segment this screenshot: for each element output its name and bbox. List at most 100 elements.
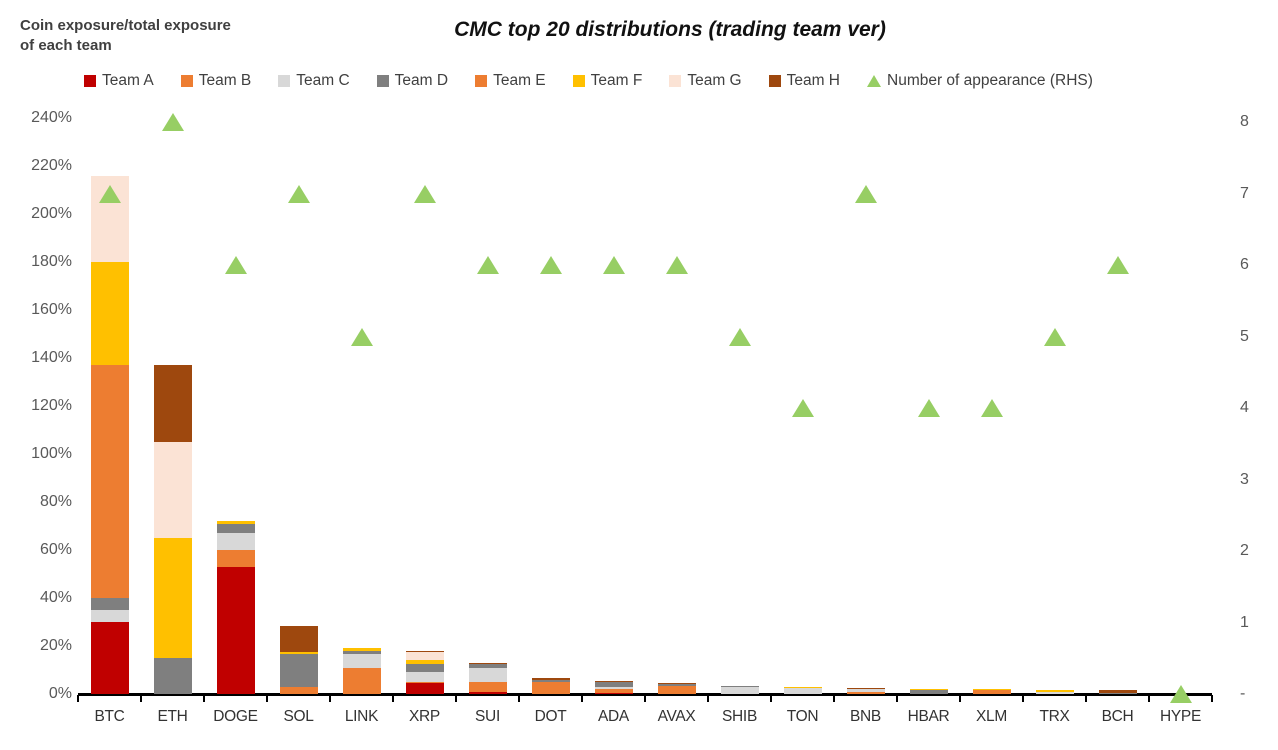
x-axis-tick — [581, 695, 583, 702]
appearance-marker-trx — [1043, 327, 1066, 346]
left-axis-tick-label: 100% — [31, 445, 72, 462]
bar-segment-sol-team-d — [279, 654, 318, 687]
right-axis-tick-label: - — [1240, 685, 1246, 702]
bar-segment-sol-team-b — [279, 686, 318, 694]
appearance-marker-bch — [1106, 256, 1129, 274]
legend-label: Team A — [102, 72, 154, 89]
x-axis-label-ton: TON — [786, 708, 819, 725]
x-axis-tick — [140, 695, 142, 702]
legend-label: Team E — [493, 72, 546, 89]
bar-segment-link-team-d — [342, 650, 381, 655]
x-axis-label-doge: DOGE — [213, 708, 258, 725]
left-axis-title-line2: of each team — [20, 37, 112, 55]
legend-swatch-icon — [84, 75, 96, 87]
x-axis-tick — [266, 695, 268, 702]
legend-label: Team C — [296, 72, 350, 89]
legend-swatch-icon — [180, 75, 193, 87]
bar-segment-ton-team-c — [783, 688, 822, 694]
x-axis-tick — [959, 695, 961, 702]
right-axis-tick-label: 7 — [1240, 184, 1249, 202]
legend-swatch-icon — [376, 75, 389, 87]
bar-segment-ada-team-c — [594, 686, 633, 690]
left-axis-tick-label: 0% — [48, 685, 72, 702]
appearance-marker-dot — [539, 256, 562, 274]
legend-label: Team G — [687, 72, 742, 89]
bar-segment-btc-team-f — [90, 262, 129, 366]
bar-segment-btc-team-a — [90, 622, 129, 694]
bar-segment-sui-team-a — [468, 691, 507, 694]
appearance-marker-btc — [98, 184, 121, 203]
bar-segment-ton-team-f — [783, 686, 822, 688]
legend-item-number-of-appearance-rhs-: Number of appearance (RHS) — [867, 72, 1093, 90]
x-axis-tick — [1022, 695, 1024, 702]
bar-segment-sol-team-f — [279, 652, 318, 655]
x-axis-label-xrp: XRP — [409, 708, 440, 725]
legend-item-team-e: Team E — [475, 72, 546, 90]
bar-segment-ada-team-a — [594, 692, 633, 694]
left-axis-tick-label: 80% — [39, 493, 72, 510]
bar-segment-doge-team-b — [216, 550, 255, 567]
legend-label: Number of appearance (RHS) — [887, 72, 1093, 89]
bar-segment-sui-team-d — [468, 664, 507, 668]
bar-segment-avax-team-b — [657, 685, 696, 694]
x-axis-tick — [518, 695, 520, 702]
x-axis-label-sui: SUI — [475, 708, 500, 725]
x-axis-label-avax: AVAX — [657, 708, 696, 725]
bar-segment-link-team-f — [342, 648, 381, 651]
bar-segment-btc-team-d — [90, 598, 129, 610]
legend-item-team-h: Team H — [768, 72, 840, 90]
bar-segment-xlm-team-f — [972, 689, 1011, 691]
legend-item-team-f: Team F — [572, 72, 643, 90]
x-axis-line — [78, 693, 1212, 696]
x-axis-label-link: LINK — [344, 708, 379, 725]
bar-segment-xrp-team-d — [405, 664, 444, 673]
x-axis-tick — [1148, 695, 1150, 702]
x-axis-label-sol: SOL — [283, 708, 314, 725]
bar-segment-xrp-team-g — [405, 652, 444, 661]
bar-segment-hbar-team-f — [909, 689, 948, 691]
legend-triangle-icon — [867, 75, 881, 87]
x-axis-label-hype: HYPE — [1159, 708, 1201, 725]
x-axis-tick — [896, 695, 898, 702]
bar-segment-bch-team-d — [1098, 692, 1137, 694]
x-axis-label-ada: ADA — [598, 708, 629, 725]
bar-segment-dot-team-d — [531, 679, 570, 682]
x-axis-tick — [1085, 695, 1087, 702]
x-axis-tick — [1211, 695, 1213, 702]
right-axis-tick-label: 2 — [1240, 542, 1249, 559]
bar-segment-hbar-team-d — [909, 690, 948, 694]
x-axis-tick — [833, 695, 835, 702]
x-axis-label-bnb: BNB — [850, 708, 881, 725]
x-axis-label-trx: TRX — [1039, 708, 1070, 725]
appearance-marker-xlm — [980, 399, 1003, 417]
x-axis-tick — [770, 695, 772, 702]
bar-segment-xrp-team-c — [405, 672, 444, 682]
appearance-marker-ada — [602, 256, 625, 274]
x-axis-label-eth: ETH — [157, 708, 188, 725]
legend-label: Team F — [590, 72, 643, 89]
appearance-marker-xrp — [413, 184, 436, 203]
legend-item-team-d: Team D — [376, 72, 448, 90]
bar-segment-sui-team-b — [468, 682, 507, 692]
bar-segment-doge-team-f — [216, 521, 255, 524]
right-axis-tick-label: 8 — [1240, 113, 1249, 130]
legend-item-team-g: Team G — [669, 72, 742, 90]
appearance-marker-sol — [287, 184, 310, 203]
legend-swatch-icon — [768, 75, 781, 87]
bar-segment-sui-team-c — [468, 667, 507, 682]
left-axis-tick-label: 60% — [39, 541, 72, 558]
left-axis-tick-label: 180% — [31, 253, 72, 270]
left-axis-title: Coin exposure/total exposure of each tea… — [20, 16, 280, 57]
appearance-marker-bnb — [854, 184, 877, 203]
x-axis-tick — [77, 695, 79, 702]
bar-segment-xrp-team-b — [405, 682, 444, 684]
bar-segment-xlm-team-b — [972, 690, 1011, 694]
left-axis-tick-label: 120% — [31, 397, 72, 414]
bar-segment-trx-team-c — [1035, 691, 1074, 694]
right-axis-tick-label: 4 — [1240, 399, 1249, 416]
bar-segment-shib-team-d — [720, 685, 759, 687]
legend-swatch-icon — [475, 75, 488, 87]
x-axis-label-xlm: XLM — [976, 708, 1007, 725]
legend-swatch-icon — [669, 75, 682, 87]
chart-title: CMC top 20 distributions (trading team v… — [454, 18, 886, 41]
